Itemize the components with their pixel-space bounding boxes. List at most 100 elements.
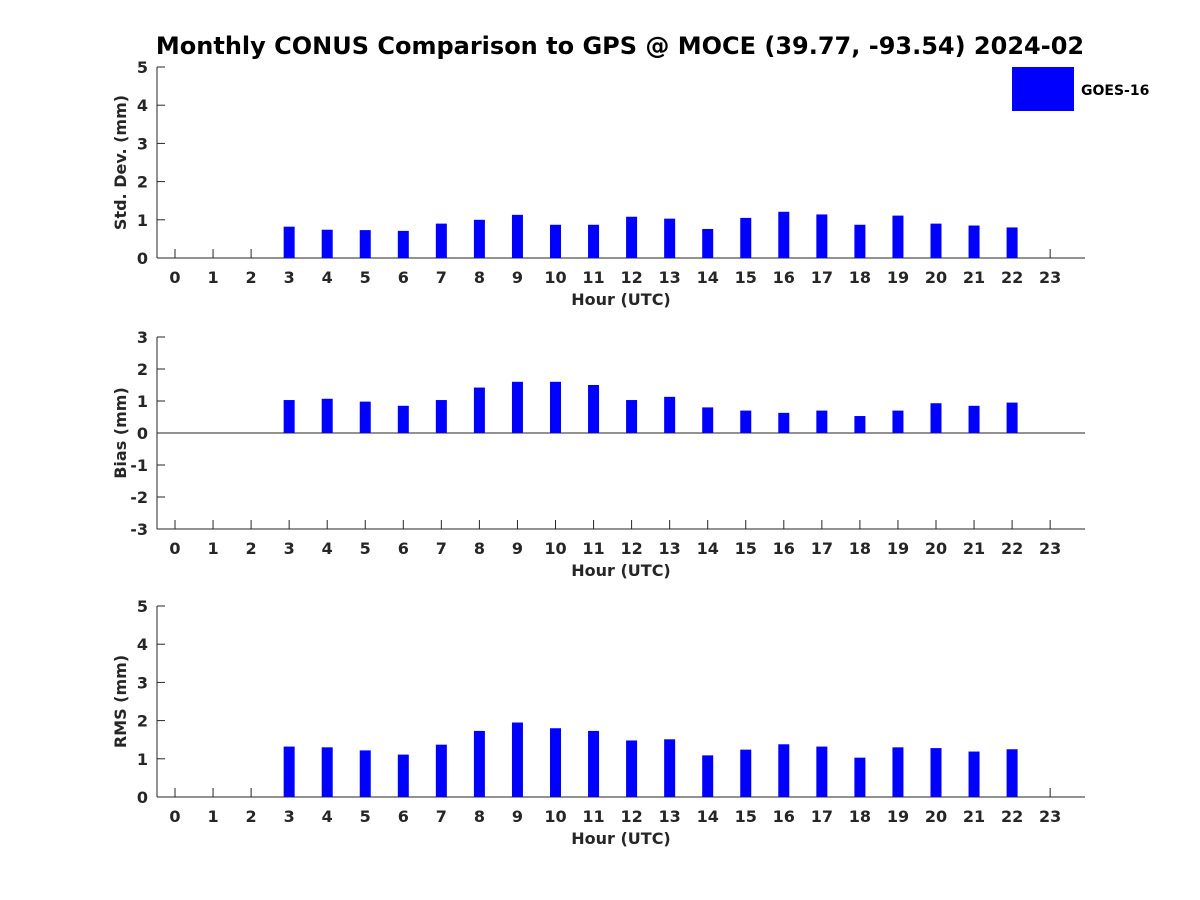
x-tick-label: 17 <box>811 268 833 287</box>
x-tick-label: 22 <box>1001 539 1023 558</box>
x-tick-label: 13 <box>659 539 681 558</box>
x-tick-label: 19 <box>887 539 909 558</box>
x-tick-label: 14 <box>697 268 719 287</box>
x-tick-label: 15 <box>735 807 757 826</box>
y-tick-label: 5 <box>137 597 148 616</box>
x-tick-label: 13 <box>659 268 681 287</box>
x-tick-label: 4 <box>322 807 333 826</box>
bar <box>397 405 409 433</box>
x-tick-label: 12 <box>620 807 642 826</box>
y-tick-label: 1 <box>137 750 148 769</box>
x-tick-label: 18 <box>849 807 871 826</box>
bar <box>968 751 980 797</box>
y-tick-label: 0 <box>137 424 148 443</box>
bar <box>816 746 828 797</box>
x-tick-label: 23 <box>1039 807 1061 826</box>
x-tick-label: 2 <box>246 539 257 558</box>
x-tick-label: 11 <box>582 268 604 287</box>
y-tick-label: 0 <box>137 249 148 268</box>
x-tick-label: 5 <box>360 807 371 826</box>
x-tick-label: 16 <box>773 268 795 287</box>
x-tick-label: 8 <box>474 268 485 287</box>
x-tick-label: 6 <box>398 807 409 826</box>
bar <box>778 744 790 797</box>
x-tick-label: 22 <box>1001 268 1023 287</box>
x-tick-label: 14 <box>697 539 719 558</box>
x-tick-label: 20 <box>925 539 947 558</box>
bar <box>511 381 523 433</box>
bar <box>702 228 714 258</box>
bar <box>816 214 828 258</box>
bar <box>854 757 866 797</box>
bar <box>930 403 942 433</box>
legend-label: GOES-16 <box>1081 83 1149 99</box>
figure-title: Monthly CONUS Comparison to GPS @ MOCE (… <box>156 32 1084 60</box>
x-tick-label: 21 <box>963 807 985 826</box>
x-tick-label: 2 <box>246 807 257 826</box>
x-tick-label: 7 <box>436 807 447 826</box>
bar <box>930 748 942 797</box>
x-tick-label: 8 <box>474 539 485 558</box>
bar <box>816 410 828 433</box>
y-tick-label: -1 <box>130 456 148 475</box>
bar <box>321 747 333 797</box>
x-tick-label: 18 <box>849 268 871 287</box>
x-tick-label: 3 <box>284 268 295 287</box>
x-tick-label: 17 <box>811 539 833 558</box>
y-tick-label: 3 <box>137 134 148 153</box>
x-tick-label: 20 <box>925 268 947 287</box>
bar <box>968 225 980 258</box>
bar <box>550 728 561 797</box>
y-tick-label: 4 <box>137 96 148 115</box>
x-tick-label: 9 <box>512 539 523 558</box>
bar <box>588 730 600 797</box>
bar <box>626 216 638 258</box>
bar <box>511 722 523 797</box>
x-tick-label: 3 <box>284 807 295 826</box>
bar <box>550 381 561 433</box>
bar <box>473 387 485 433</box>
bar <box>664 739 676 797</box>
x-tick-label: 16 <box>773 807 795 826</box>
x-tick-label: 9 <box>512 807 523 826</box>
bar <box>435 744 447 797</box>
bar <box>435 223 447 258</box>
bar <box>892 410 904 433</box>
x-tick-label: 7 <box>436 539 447 558</box>
x-tick-label: 1 <box>207 539 218 558</box>
x-axis-label: Hour (UTC) <box>571 829 671 848</box>
bar <box>321 229 333 258</box>
bar <box>892 747 904 797</box>
bar <box>702 755 714 797</box>
bar <box>892 215 904 258</box>
x-tick-label: 5 <box>360 268 371 287</box>
bar <box>511 214 523 258</box>
x-tick-label: 16 <box>773 539 795 558</box>
bar <box>1006 227 1018 258</box>
bar <box>664 218 676 258</box>
legend-swatch <box>1012 67 1074 111</box>
y-tick-label: 2 <box>137 173 148 192</box>
x-tick-label: 17 <box>811 807 833 826</box>
x-tick-label: 10 <box>544 268 566 287</box>
bar <box>283 746 295 797</box>
x-tick-label: 15 <box>735 268 757 287</box>
x-tick-label: 11 <box>582 539 604 558</box>
x-tick-label: 23 <box>1039 539 1061 558</box>
y-tick-label: 4 <box>137 635 148 654</box>
x-tick-label: 0 <box>169 268 180 287</box>
x-tick-label: 12 <box>620 268 642 287</box>
y-tick-label: -2 <box>130 488 148 507</box>
x-tick-label: 23 <box>1039 268 1061 287</box>
x-tick-label: 11 <box>582 807 604 826</box>
bar <box>588 224 600 258</box>
bar <box>588 385 600 433</box>
y-tick-label: 1 <box>137 211 148 230</box>
bar <box>283 400 295 433</box>
bar <box>550 224 561 258</box>
x-tick-label: 22 <box>1001 807 1023 826</box>
x-tick-label: 2 <box>246 268 257 287</box>
